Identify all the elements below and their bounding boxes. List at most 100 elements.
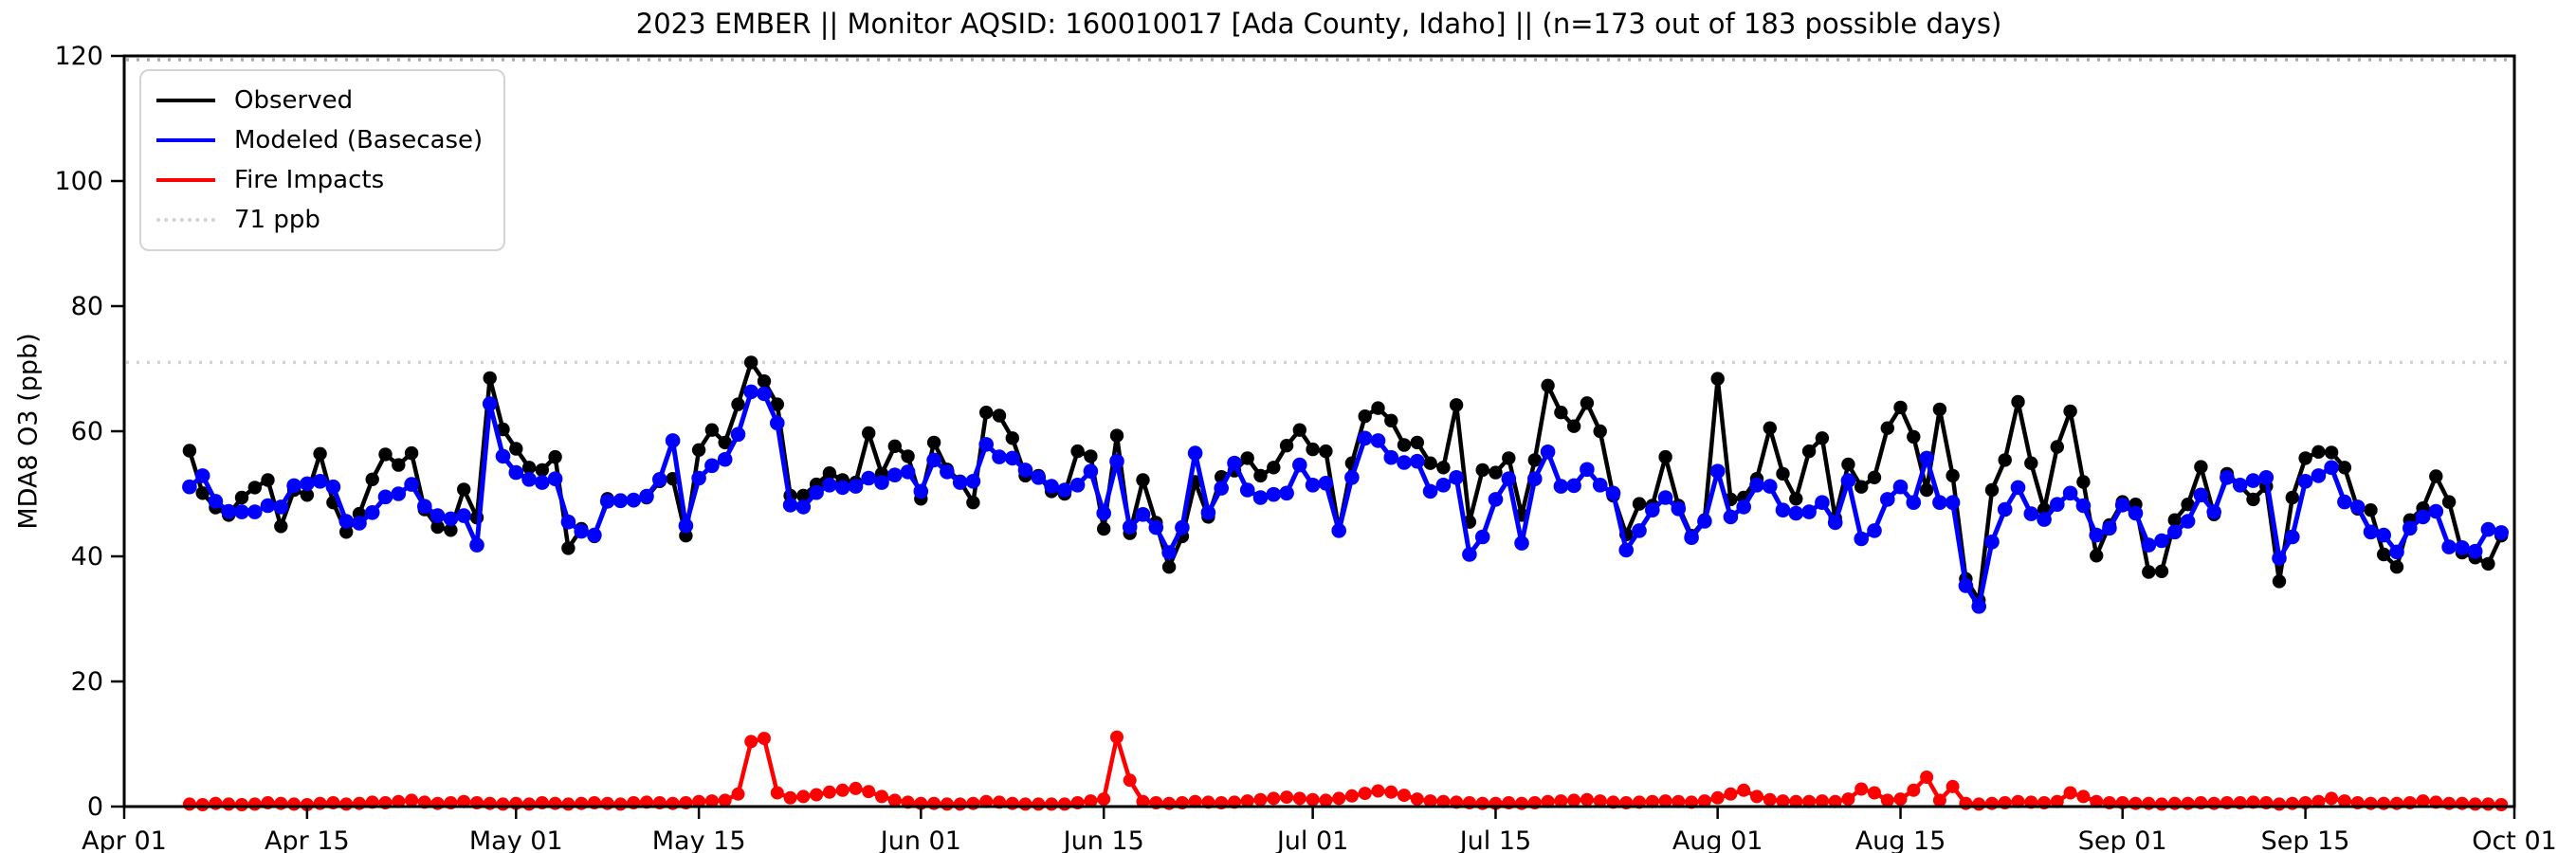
modeled-line-sample: [156, 138, 215, 142]
data-point: [1332, 791, 1346, 806]
data-point: [1593, 424, 1607, 439]
data-point: [1776, 466, 1790, 481]
data-point: [835, 783, 850, 797]
data-point: [1397, 455, 1412, 470]
data-point: [861, 470, 876, 486]
data-point: [952, 475, 968, 490]
data-point: [2311, 794, 2326, 808]
data-point: [482, 396, 498, 411]
data-point: [1854, 480, 1869, 494]
data-point: [691, 470, 706, 486]
data-point: [1840, 473, 1856, 488]
data-point: [247, 797, 262, 811]
data-point: [274, 796, 288, 810]
legend-label: Fire Impacts: [234, 166, 385, 194]
legend-item-fire: Fire Impacts: [156, 160, 483, 200]
data-point: [364, 505, 380, 520]
data-point: [338, 514, 355, 529]
data-point: [1592, 478, 1608, 493]
data-point: [561, 541, 575, 555]
data-point: [235, 798, 248, 811]
data-point: [313, 796, 327, 810]
data-point: [1475, 796, 1489, 810]
data-point: [1737, 783, 1751, 797]
data-point: [731, 787, 745, 801]
data-point: [2429, 469, 2443, 483]
data-point: [1841, 792, 1855, 807]
data-point: [1971, 599, 1986, 614]
data-point: [1436, 794, 1451, 808]
data-point: [287, 797, 301, 811]
data-point: [1972, 797, 1986, 811]
data-point: [639, 488, 654, 504]
legend-item-observed: Observed: [156, 81, 483, 120]
data-point: [1423, 794, 1437, 808]
data-point: [718, 435, 732, 450]
data-point: [1410, 792, 1424, 807]
data-point: [1200, 505, 1216, 520]
data-point: [1867, 470, 1882, 484]
data-point: [1187, 445, 1203, 461]
data-point: [1684, 530, 1699, 545]
y-tick-label: 40: [71, 542, 103, 572]
data-point: [273, 499, 289, 515]
data-point: [966, 496, 980, 510]
data-point: [2363, 524, 2379, 540]
data-point: [1867, 523, 1882, 538]
data-point: [809, 484, 824, 500]
data-point: [822, 478, 837, 493]
data-point: [1162, 796, 1177, 810]
data-point: [2311, 468, 2327, 483]
data-point: [1044, 479, 1059, 494]
data-point: [1292, 457, 1307, 473]
data-point: [1827, 515, 1843, 531]
data-point: [2402, 520, 2418, 536]
x-tick-label: Jun 01: [879, 826, 961, 853]
data-point: [1358, 787, 1372, 801]
data-point: [1148, 519, 1164, 535]
data-point: [2102, 520, 2117, 536]
data-point: [2455, 796, 2469, 810]
data-point: [1815, 794, 1829, 808]
data-point: [1554, 406, 1568, 420]
data-point: [1097, 521, 1111, 536]
data-point: [1828, 794, 1842, 808]
data-point: [2494, 525, 2509, 540]
data-point: [2285, 796, 2299, 810]
data-point: [2128, 796, 2143, 810]
data-point: [2390, 796, 2403, 810]
data-point: [1709, 463, 1726, 480]
data-point: [1005, 450, 1020, 466]
data-point: [1344, 470, 1360, 485]
data-point: [522, 797, 537, 811]
data-point: [1697, 514, 1712, 529]
data-point: [2349, 499, 2366, 515]
data-point: [535, 463, 549, 478]
data-point: [848, 479, 864, 494]
data-point: [1318, 476, 1334, 491]
data-point: [1096, 505, 1111, 521]
data-point: [378, 447, 393, 462]
data-point: [1763, 479, 1778, 494]
data-point: [887, 793, 902, 808]
data-point: [2050, 794, 2064, 808]
data-point: [182, 479, 197, 495]
data-point: [1422, 483, 1438, 499]
data-point: [222, 797, 236, 811]
data-point: [2142, 565, 2156, 579]
data-point: [1672, 794, 1686, 808]
data-point: [2364, 796, 2378, 810]
data-point: [2389, 544, 2404, 560]
data-point: [1658, 794, 1672, 808]
data-point: [2325, 791, 2339, 806]
data-point: [1122, 519, 1138, 535]
data-point: [2141, 537, 2157, 553]
data-point: [495, 448, 511, 464]
data-point: [2481, 797, 2495, 811]
chart-title: 2023 EMBER || Monitor AQSID: 160010017 […: [635, 8, 2002, 40]
x-tick-label: Jul 01: [1275, 826, 1349, 853]
data-point: [795, 499, 812, 515]
data-point: [587, 527, 602, 543]
data-point: [2050, 497, 2065, 512]
data-point: [1423, 456, 1437, 470]
